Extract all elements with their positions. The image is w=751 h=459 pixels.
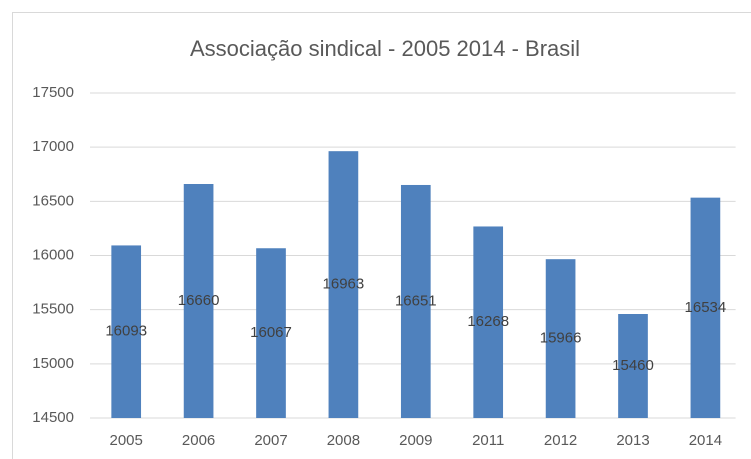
- y-tick-label: 17000: [32, 138, 74, 155]
- x-tick-label: 2011: [472, 432, 504, 449]
- x-tick-label: 2007: [254, 432, 287, 449]
- y-tick-label: 16500: [32, 192, 74, 209]
- y-tick-label: 14500: [32, 409, 74, 426]
- x-tick-label: 2014: [689, 432, 722, 449]
- bar: [400, 184, 431, 418]
- x-tick-label: 2012: [544, 432, 577, 449]
- y-tick-label: 16000: [32, 246, 74, 263]
- x-tick-label: 2005: [110, 432, 143, 449]
- bar: [328, 151, 359, 419]
- y-tick-label: 17500: [32, 84, 74, 101]
- data-label: 16651: [395, 292, 437, 309]
- x-tick-label: 2006: [182, 432, 215, 449]
- x-tick-label: 2013: [616, 432, 649, 449]
- bar: [690, 197, 721, 418]
- bar: [618, 314, 648, 418]
- x-tick-label: 2009: [399, 432, 432, 449]
- bar: [473, 226, 504, 418]
- bar: [545, 259, 576, 418]
- y-tick-label: 15000: [32, 355, 74, 372]
- bar: [183, 184, 214, 418]
- data-label: 16963: [323, 276, 365, 293]
- data-label: 16660: [178, 292, 220, 309]
- bar: [111, 245, 142, 418]
- x-tick-label: 2008: [327, 432, 360, 449]
- y-tick-label: 15500: [32, 301, 74, 318]
- data-label: 16067: [250, 324, 292, 341]
- data-label: 15966: [540, 330, 582, 347]
- data-label: 16534: [685, 299, 727, 316]
- bar: [256, 248, 286, 418]
- data-label: 16268: [467, 313, 509, 330]
- data-label: 16093: [105, 323, 147, 340]
- chart-title: Associação sindical - 2005 2014 - Brasil: [190, 36, 580, 61]
- data-label: 15460: [612, 357, 654, 374]
